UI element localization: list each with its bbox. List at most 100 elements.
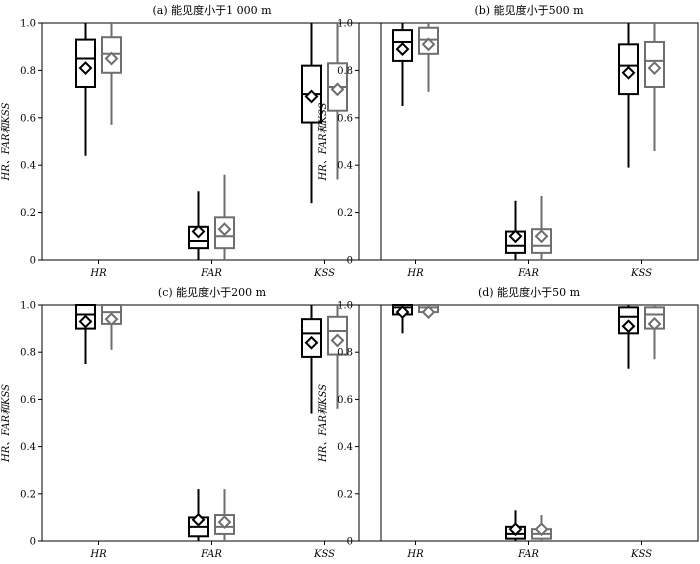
y-axis-label: HR、FAR和KSS <box>317 102 329 181</box>
mean-marker <box>508 229 523 244</box>
y-tick-label: 0.8 <box>20 348 36 359</box>
box-kss <box>327 305 348 409</box>
mean-marker <box>421 305 436 319</box>
panel-d: (d) 能见度小于50 m 0 0.2 0.4 0.6 0.8 1.0 HR、FAR和KSS… <box>317 285 699 560</box>
y-tick-label: 0.4 <box>20 161 36 172</box>
y-tick-label: 0.2 <box>20 208 36 219</box>
mean-marker <box>621 65 636 80</box>
box-hr <box>418 23 439 92</box>
box-kss <box>327 23 348 180</box>
x-category-label: KSS <box>630 268 652 279</box>
box-kss <box>644 23 665 151</box>
box-far <box>531 515 552 541</box>
box-far <box>531 196 552 260</box>
x-category-label: KSS <box>630 549 652 560</box>
box-far <box>214 174 235 260</box>
box-hr <box>392 304 413 334</box>
mean-marker <box>508 522 523 537</box>
mean-marker <box>534 229 549 244</box>
y-tick-label: 0.2 <box>337 489 353 500</box>
y-tick-label: 0.6 <box>337 395 353 406</box>
iqr-box <box>75 38 96 88</box>
x-category-label: HR <box>406 549 424 560</box>
y-tick-label: 1.0 <box>20 301 36 312</box>
box-hr <box>101 304 122 350</box>
mean-marker <box>217 222 232 237</box>
y-tick-label: 0.6 <box>20 395 36 406</box>
panel-title: (d) 能见度小于50 m <box>478 285 581 299</box>
iqr-box <box>392 29 413 62</box>
iqr-box <box>618 43 639 96</box>
box-kss <box>618 305 639 369</box>
mean-marker <box>191 224 206 239</box>
mean-marker <box>395 305 410 319</box>
mean-marker <box>647 316 662 331</box>
x-category-label: HR <box>89 549 107 560</box>
box-far <box>505 510 526 541</box>
panel-title: (c) 能见度小于200 m <box>158 285 267 299</box>
axes-frame <box>358 22 699 261</box>
mean-marker <box>78 61 93 75</box>
y-tick-label: 0.4 <box>337 442 353 453</box>
panel-b: (b) 能见度小于500 m 0 0.2 0.4 0.6 0.8 1.0 HR、FAR和KS… <box>317 3 699 279</box>
y-tick-label: 1.0 <box>20 19 36 30</box>
mean-marker <box>395 42 410 56</box>
mean-marker <box>330 82 345 97</box>
box-far <box>188 191 209 260</box>
mean-marker <box>621 319 636 334</box>
y-tick-label: 0.4 <box>20 442 36 453</box>
y-axis-label: HR、FAR和KSS <box>317 384 329 463</box>
mean-marker <box>104 312 119 327</box>
y-tick-label: 0 <box>347 256 353 267</box>
box-hr <box>392 23 413 106</box>
x-category-label: HR <box>406 268 424 279</box>
box-hr <box>75 23 96 156</box>
box-hr <box>418 304 439 319</box>
x-category-label: KSS <box>313 549 335 560</box>
y-tick-label: 0.4 <box>337 161 353 172</box>
y-tick-label: 0.2 <box>337 208 353 219</box>
y-tick-label: 0.8 <box>20 66 36 77</box>
box-kss <box>618 23 639 168</box>
iqr-box <box>644 40 665 88</box>
panel-title: (a) 能见度小于1 000 m <box>152 3 272 17</box>
y-tick-label: 0.6 <box>337 113 353 124</box>
y-tick-label: 0.6 <box>20 113 36 124</box>
x-category-label: KSS <box>313 268 335 279</box>
axes-frame <box>358 304 699 542</box>
x-category-label: HR <box>89 268 107 279</box>
y-tick-label: 0.2 <box>20 489 36 500</box>
panel-c: (c) 能见度小于200 m 0 0.2 0.4 0.6 0.8 1.0 HR、FAR和KS… <box>0 285 382 560</box>
box-kss <box>644 305 665 360</box>
y-tick-label: 0.8 <box>337 66 353 77</box>
iqr-box <box>75 304 96 330</box>
panel-title: (b) 能见度小于500 m <box>474 3 584 17</box>
box-far <box>214 489 235 541</box>
iqr-box <box>418 26 439 55</box>
box-kss <box>301 23 322 204</box>
x-category-label: FAR <box>200 549 222 560</box>
y-axis-label: HR、FAR和KSS <box>0 102 12 181</box>
box-hr <box>75 304 96 364</box>
axes-frame <box>41 304 382 542</box>
mean-marker <box>104 51 119 66</box>
box-kss <box>301 305 322 414</box>
mean-marker <box>304 89 319 104</box>
box-hr <box>101 23 122 125</box>
mean-marker <box>191 512 206 527</box>
iqr-box <box>101 36 122 74</box>
y-axis-label: HR、FAR和KSS <box>0 384 12 463</box>
box-far <box>188 489 209 541</box>
mean-marker <box>421 37 436 52</box>
box-far <box>505 200 526 260</box>
iqr-box <box>531 228 552 254</box>
mean-marker <box>534 522 549 537</box>
iqr-box <box>214 514 235 535</box>
x-category-label: FAR <box>517 549 539 560</box>
mean-marker <box>647 61 662 75</box>
iqr-box <box>327 315 348 356</box>
iqr-box <box>618 306 639 335</box>
y-tick-label: 1.0 <box>337 19 353 30</box>
iqr-box <box>301 318 322 358</box>
